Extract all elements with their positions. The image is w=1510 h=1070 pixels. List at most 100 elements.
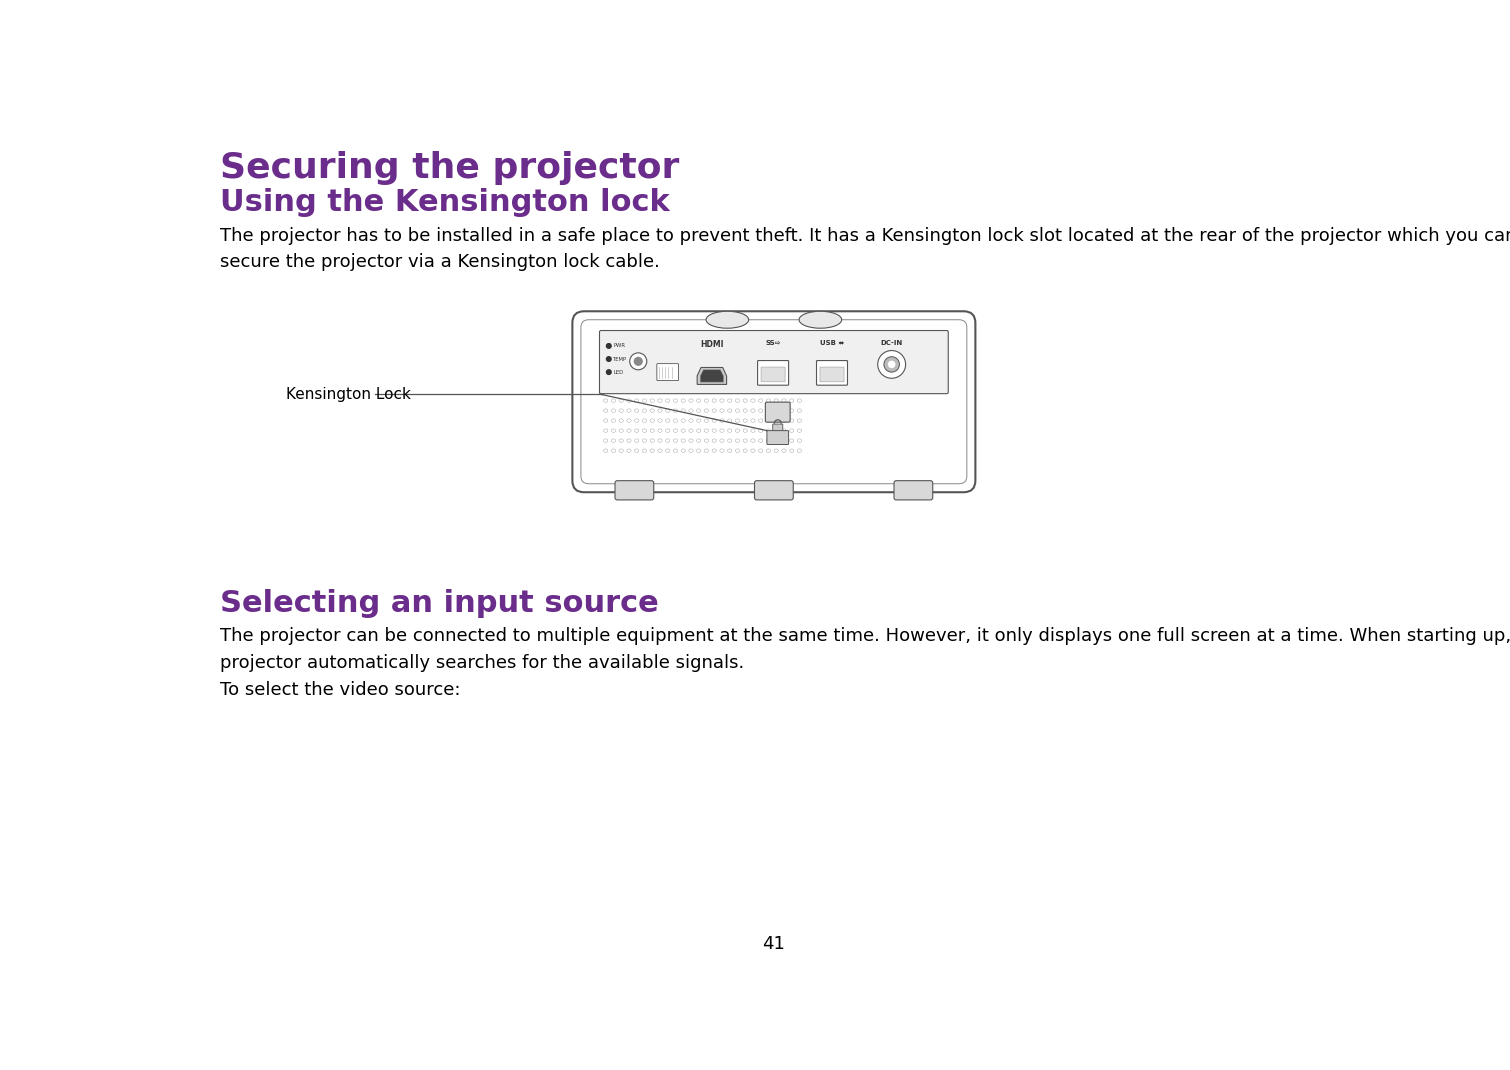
Ellipse shape — [666, 399, 670, 402]
Ellipse shape — [790, 439, 794, 442]
Ellipse shape — [750, 449, 755, 453]
FancyBboxPatch shape — [572, 311, 975, 492]
Ellipse shape — [750, 439, 755, 442]
Ellipse shape — [728, 429, 732, 432]
Ellipse shape — [790, 449, 794, 453]
Ellipse shape — [720, 418, 725, 423]
FancyBboxPatch shape — [766, 402, 790, 423]
Ellipse shape — [619, 399, 624, 402]
Ellipse shape — [689, 418, 693, 423]
Ellipse shape — [758, 429, 763, 432]
Circle shape — [888, 362, 895, 367]
Text: 41: 41 — [763, 935, 785, 953]
Ellipse shape — [766, 399, 770, 402]
Ellipse shape — [681, 399, 686, 402]
Ellipse shape — [766, 449, 770, 453]
Ellipse shape — [743, 429, 747, 432]
Ellipse shape — [673, 418, 678, 423]
Ellipse shape — [696, 449, 701, 453]
Ellipse shape — [735, 449, 740, 453]
Ellipse shape — [634, 429, 639, 432]
Ellipse shape — [651, 409, 654, 412]
Ellipse shape — [797, 409, 802, 412]
Ellipse shape — [696, 409, 701, 412]
Ellipse shape — [790, 399, 794, 402]
Ellipse shape — [619, 418, 624, 423]
FancyBboxPatch shape — [894, 480, 933, 500]
Ellipse shape — [642, 439, 646, 442]
Ellipse shape — [604, 439, 609, 442]
FancyBboxPatch shape — [773, 424, 782, 432]
Ellipse shape — [681, 429, 686, 432]
Ellipse shape — [696, 399, 701, 402]
Ellipse shape — [713, 439, 716, 442]
Text: SS⇨: SS⇨ — [766, 340, 781, 346]
Ellipse shape — [658, 399, 661, 402]
Ellipse shape — [651, 429, 654, 432]
Ellipse shape — [704, 449, 708, 453]
Text: HDMI: HDMI — [701, 340, 723, 349]
Ellipse shape — [612, 399, 616, 402]
Ellipse shape — [658, 418, 661, 423]
Ellipse shape — [766, 409, 770, 412]
Polygon shape — [698, 367, 726, 384]
Ellipse shape — [782, 409, 787, 412]
Ellipse shape — [627, 439, 631, 442]
Ellipse shape — [743, 399, 747, 402]
Ellipse shape — [707, 311, 749, 328]
Ellipse shape — [666, 439, 670, 442]
Ellipse shape — [743, 418, 747, 423]
Ellipse shape — [604, 429, 609, 432]
Ellipse shape — [696, 439, 701, 442]
Ellipse shape — [750, 399, 755, 402]
Ellipse shape — [743, 409, 747, 412]
Text: The projector can be connected to multiple equipment at the same time. However, : The projector can be connected to multip… — [220, 627, 1510, 672]
Circle shape — [607, 343, 612, 348]
Ellipse shape — [642, 409, 646, 412]
Ellipse shape — [713, 409, 716, 412]
Ellipse shape — [743, 439, 747, 442]
Ellipse shape — [750, 409, 755, 412]
Circle shape — [607, 370, 612, 374]
Ellipse shape — [627, 418, 631, 423]
Ellipse shape — [750, 418, 755, 423]
Ellipse shape — [766, 429, 770, 432]
Ellipse shape — [689, 439, 693, 442]
Text: The projector has to be installed in a safe place to prevent theft. It has a Ken: The projector has to be installed in a s… — [220, 227, 1510, 272]
Ellipse shape — [673, 409, 678, 412]
FancyBboxPatch shape — [761, 367, 785, 382]
Ellipse shape — [720, 399, 725, 402]
Ellipse shape — [666, 418, 670, 423]
Ellipse shape — [720, 409, 725, 412]
FancyBboxPatch shape — [657, 364, 678, 381]
Ellipse shape — [673, 439, 678, 442]
Ellipse shape — [775, 439, 778, 442]
Ellipse shape — [681, 418, 686, 423]
Ellipse shape — [634, 399, 639, 402]
Circle shape — [883, 356, 900, 372]
Ellipse shape — [689, 429, 693, 432]
Ellipse shape — [782, 429, 787, 432]
Ellipse shape — [782, 418, 787, 423]
Ellipse shape — [619, 439, 624, 442]
Text: DC-IN: DC-IN — [880, 340, 903, 346]
Ellipse shape — [634, 409, 639, 412]
Ellipse shape — [799, 311, 841, 328]
FancyBboxPatch shape — [755, 480, 793, 500]
Ellipse shape — [651, 399, 654, 402]
Ellipse shape — [713, 449, 716, 453]
Ellipse shape — [651, 418, 654, 423]
Ellipse shape — [612, 409, 616, 412]
FancyBboxPatch shape — [758, 361, 788, 385]
Ellipse shape — [612, 418, 616, 423]
Ellipse shape — [658, 429, 661, 432]
Ellipse shape — [775, 399, 778, 402]
Ellipse shape — [797, 439, 802, 442]
Ellipse shape — [658, 439, 661, 442]
Text: Using the Kensington lock: Using the Kensington lock — [220, 188, 669, 217]
Ellipse shape — [673, 399, 678, 402]
Ellipse shape — [728, 399, 732, 402]
Ellipse shape — [681, 409, 686, 412]
FancyBboxPatch shape — [615, 480, 654, 500]
Ellipse shape — [758, 449, 763, 453]
